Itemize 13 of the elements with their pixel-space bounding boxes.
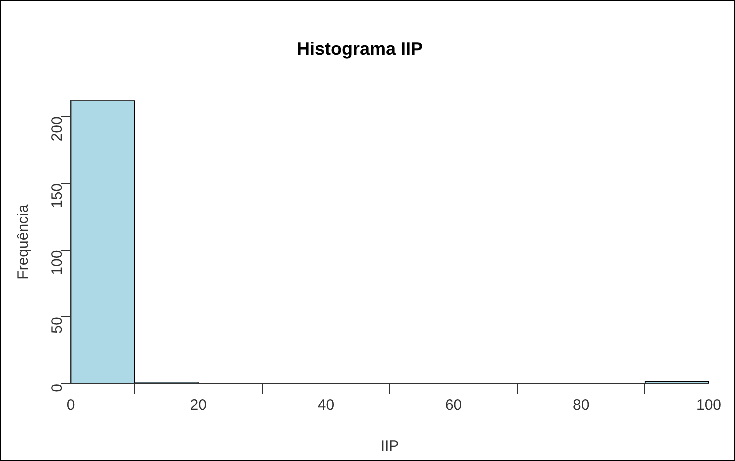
x-tick-label: 20 [190,397,207,414]
x-axis-title: IIP [380,438,400,456]
chart-title: Histograma IIP [296,38,424,59]
x-tick-label: 60 [445,397,462,414]
x-tick-label: 40 [318,397,335,414]
y-axis-title: Frequência [15,204,32,280]
y-tick-label: 50 [49,317,66,334]
x-tick-label: 100 [696,397,722,414]
x-tick-label: 80 [573,397,590,414]
y-tick-label: 0 [49,384,66,392]
y-tick-label: 100 [49,250,66,276]
y-tick-label: 200 [49,116,66,142]
y-tick-label: 150 [49,183,66,209]
